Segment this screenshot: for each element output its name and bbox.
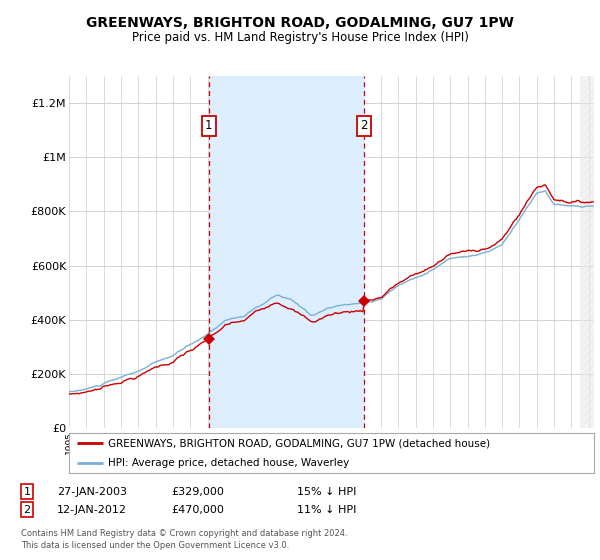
Text: 1: 1 <box>205 119 212 132</box>
Text: 15% ↓ HPI: 15% ↓ HPI <box>297 487 356 497</box>
Text: HPI: Average price, detached house, Waverley: HPI: Average price, detached house, Wave… <box>109 458 350 468</box>
Text: 1: 1 <box>23 487 31 497</box>
Text: 12-JAN-2012: 12-JAN-2012 <box>57 505 127 515</box>
Text: 2: 2 <box>361 119 368 132</box>
Text: Price paid vs. HM Land Registry's House Price Index (HPI): Price paid vs. HM Land Registry's House … <box>131 31 469 44</box>
Text: £329,000: £329,000 <box>171 487 224 497</box>
Text: This data is licensed under the Open Government Licence v3.0.: This data is licensed under the Open Gov… <box>21 541 289 550</box>
Text: 11% ↓ HPI: 11% ↓ HPI <box>297 505 356 515</box>
Text: Contains HM Land Registry data © Crown copyright and database right 2024.: Contains HM Land Registry data © Crown c… <box>21 529 347 538</box>
Text: GREENWAYS, BRIGHTON ROAD, GODALMING, GU7 1PW (detached house): GREENWAYS, BRIGHTON ROAD, GODALMING, GU7… <box>109 438 491 449</box>
Bar <box>580 76 598 428</box>
Text: 2: 2 <box>23 505 31 515</box>
Text: £470,000: £470,000 <box>171 505 224 515</box>
Text: GREENWAYS, BRIGHTON ROAD, GODALMING, GU7 1PW: GREENWAYS, BRIGHTON ROAD, GODALMING, GU7… <box>86 16 514 30</box>
Bar <box>209 76 364 428</box>
Text: 27-JAN-2003: 27-JAN-2003 <box>57 487 127 497</box>
